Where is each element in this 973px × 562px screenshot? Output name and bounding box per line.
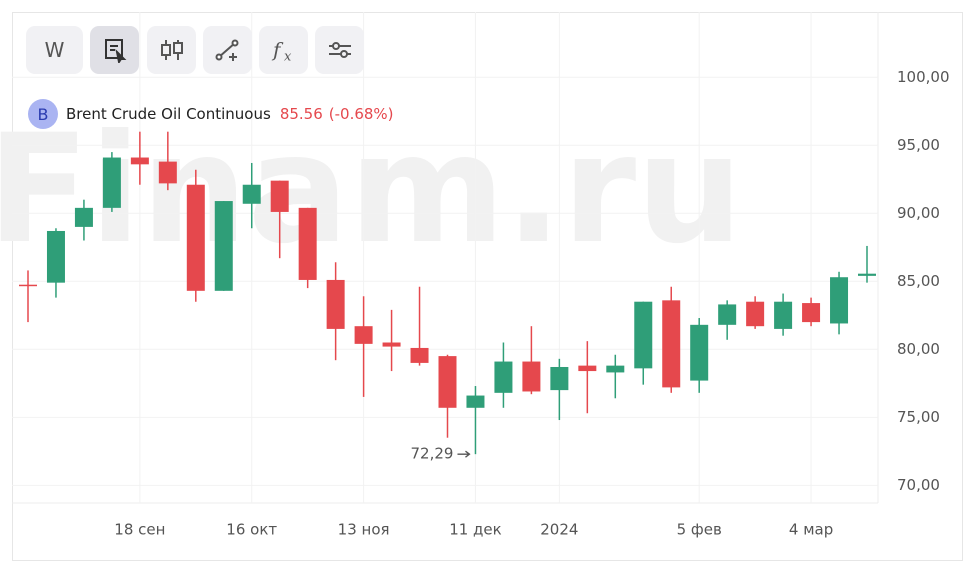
candle-body [802,303,821,323]
candle-body [214,201,233,291]
candle-body [690,324,709,381]
price-change: (-0.68%) [328,105,394,123]
frame [12,12,963,561]
legend: B Brent Crude Oil Continuous 85.56 (-0.6… [28,99,394,129]
watermark: Finam.ru [0,103,743,277]
min-arrow [457,450,471,458]
candle-body [382,342,401,347]
y-tick-label: 70,00 [897,476,940,494]
candle-body [774,301,793,329]
min-label: 72,29 [411,445,454,463]
svg-text:x: x [284,50,292,64]
y-tick-label: 90,00 [897,204,940,222]
x-tick-label: 18 сен [114,521,165,539]
drawing-button[interactable] [203,26,252,74]
candle-body [326,279,345,329]
candle-body [270,180,289,212]
icon [328,42,351,58]
candle-body [102,157,121,208]
chart-type-button[interactable] [90,26,139,74]
x-tick-label: 2024 [540,521,578,539]
candle-body [662,300,681,388]
candle-body [130,157,149,165]
x-tick-label: 4 мар [789,521,833,539]
candle-body [354,326,373,344]
candle-body [858,273,876,276]
candle-body [438,356,457,408]
candle-body [746,301,765,327]
icon [160,40,183,60]
settings-button[interactable] [315,26,364,74]
y-tick-label: 80,00 [897,340,940,358]
interval-button[interactable]: W [26,26,83,74]
last-price: 85.56 [279,105,323,123]
icon [215,39,238,61]
candle-body [186,184,205,291]
candle-body [830,277,849,324]
candle-body [19,284,37,287]
instrument-name: Brent Crude Oil Continuous [66,105,271,123]
candles-button[interactable] [147,26,196,74]
x-tick-label: 11 дек [449,521,502,539]
candle-body [298,207,317,280]
candle-body [74,207,93,227]
candle-body [718,304,737,325]
y-tick-label: 95,00 [897,136,940,154]
candle-body [46,230,65,283]
candle-body [494,361,513,393]
y-tick-label: 75,00 [897,408,940,426]
icon [104,39,126,63]
candle-body [606,365,625,373]
y-tick-label: 85,00 [897,272,940,290]
x-tick-label: 13 ноя [338,521,390,539]
instrument-icon: B [28,99,58,129]
y-tick-label: 100,00 [897,68,950,86]
candle-body [410,347,429,363]
candle-body [522,361,541,392]
candle-body [466,395,485,408]
candle-body [242,184,261,204]
x-tick-label: 16 окт [226,521,277,539]
candle-body [550,366,569,391]
svg-text:f: f [271,38,284,62]
candle-body [578,365,597,372]
candle-body [158,161,177,184]
x-tick-label: 5 фев [677,521,722,539]
candle-body [634,301,653,369]
